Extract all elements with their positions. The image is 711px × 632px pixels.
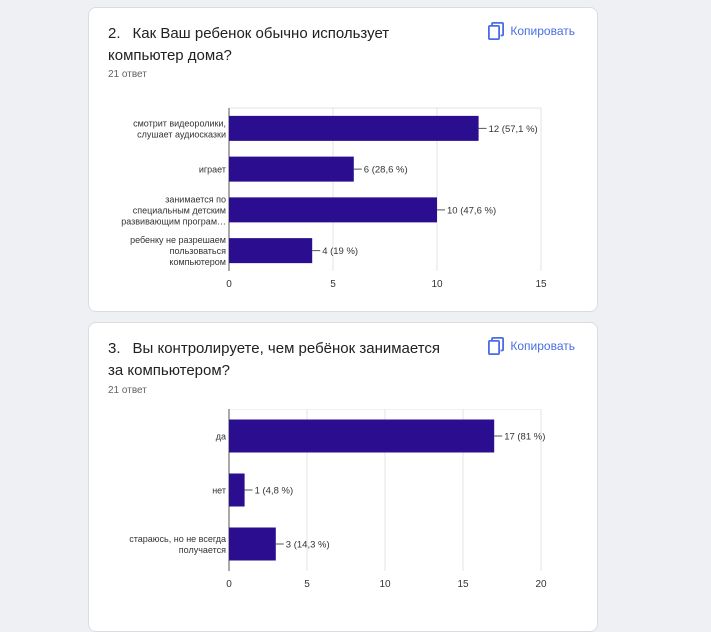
x-tick-label: 10 bbox=[431, 279, 443, 290]
copy-label: Копировать bbox=[510, 24, 575, 38]
copy-label: Копировать bbox=[510, 339, 575, 353]
question-title: 3. Вы контролируете, чем ребёнок занимает… bbox=[108, 338, 448, 382]
category-label: занимается по специальным детским развиваю… bbox=[121, 194, 226, 226]
category-label: ребенку не разрешаем пользоваться компьюте… bbox=[130, 235, 226, 267]
bar bbox=[229, 156, 354, 182]
x-tick-label: 5 bbox=[304, 579, 310, 590]
bar-chart: 0 5 10 15 12 (57,1 %) смотрит видеоролики, слу… bbox=[121, 107, 547, 290]
data-label: 1 (4,8 %) bbox=[255, 486, 294, 497]
bar bbox=[229, 527, 276, 561]
question-text: Вы контролируете, чем ребёнок занимается… bbox=[108, 340, 441, 379]
x-tick-label: 20 bbox=[535, 579, 547, 590]
question-number: 2. bbox=[108, 25, 121, 42]
bar bbox=[229, 238, 313, 264]
category-label: играет bbox=[199, 165, 226, 175]
question-text: Как Ваш ребенок обычно использует компью… bbox=[108, 25, 390, 64]
bar bbox=[229, 473, 245, 507]
category-label: стараюсь, но не всегда получается bbox=[129, 534, 226, 555]
bar bbox=[229, 197, 437, 223]
response-count: 21 ответ bbox=[108, 385, 147, 396]
question-card-3: 3. Вы контролируете, чем ребёнок занимает… bbox=[88, 322, 598, 632]
x-tick-label: 10 bbox=[379, 579, 391, 590]
x-tick-label: 15 bbox=[535, 279, 547, 290]
category-label: нет bbox=[212, 486, 226, 496]
data-label: 10 (47,6 %) bbox=[447, 205, 496, 216]
copy-icon bbox=[488, 22, 505, 40]
category-label: да bbox=[216, 432, 226, 442]
bar bbox=[229, 115, 479, 141]
data-label: 17 (81 %) bbox=[504, 432, 545, 443]
x-tick-label: 5 bbox=[330, 279, 336, 290]
question-card-2: 2. Как Ваш ребенок обычно использует комп… bbox=[88, 7, 598, 312]
copy-button[interactable]: Копировать bbox=[488, 337, 575, 355]
question-title: 2. Как Ваш ребенок обычно использует комп… bbox=[108, 23, 448, 67]
bar bbox=[229, 419, 495, 453]
data-label: 3 (14,3 %) bbox=[286, 540, 330, 551]
data-label: 4 (19 %) bbox=[322, 246, 358, 257]
x-tick-label: 0 bbox=[226, 279, 232, 290]
x-tick-label: 0 bbox=[226, 579, 232, 590]
bar-chart: 0 5 10 15 20 17 (81 %) да 1 (4,8 %) нет 3 (14,3 %… bbox=[129, 409, 547, 590]
question-number: 3. bbox=[108, 340, 121, 357]
data-label: 12 (57,1 %) bbox=[489, 124, 538, 135]
copy-button[interactable]: Копировать bbox=[488, 22, 575, 40]
copy-icon bbox=[488, 337, 505, 355]
x-tick-label: 15 bbox=[457, 579, 469, 590]
response-count: 21 ответ bbox=[108, 69, 147, 80]
data-label: 6 (28,6 %) bbox=[364, 165, 408, 176]
category-label: смотрит видеоролики, слушает аудиосказки bbox=[133, 118, 226, 139]
